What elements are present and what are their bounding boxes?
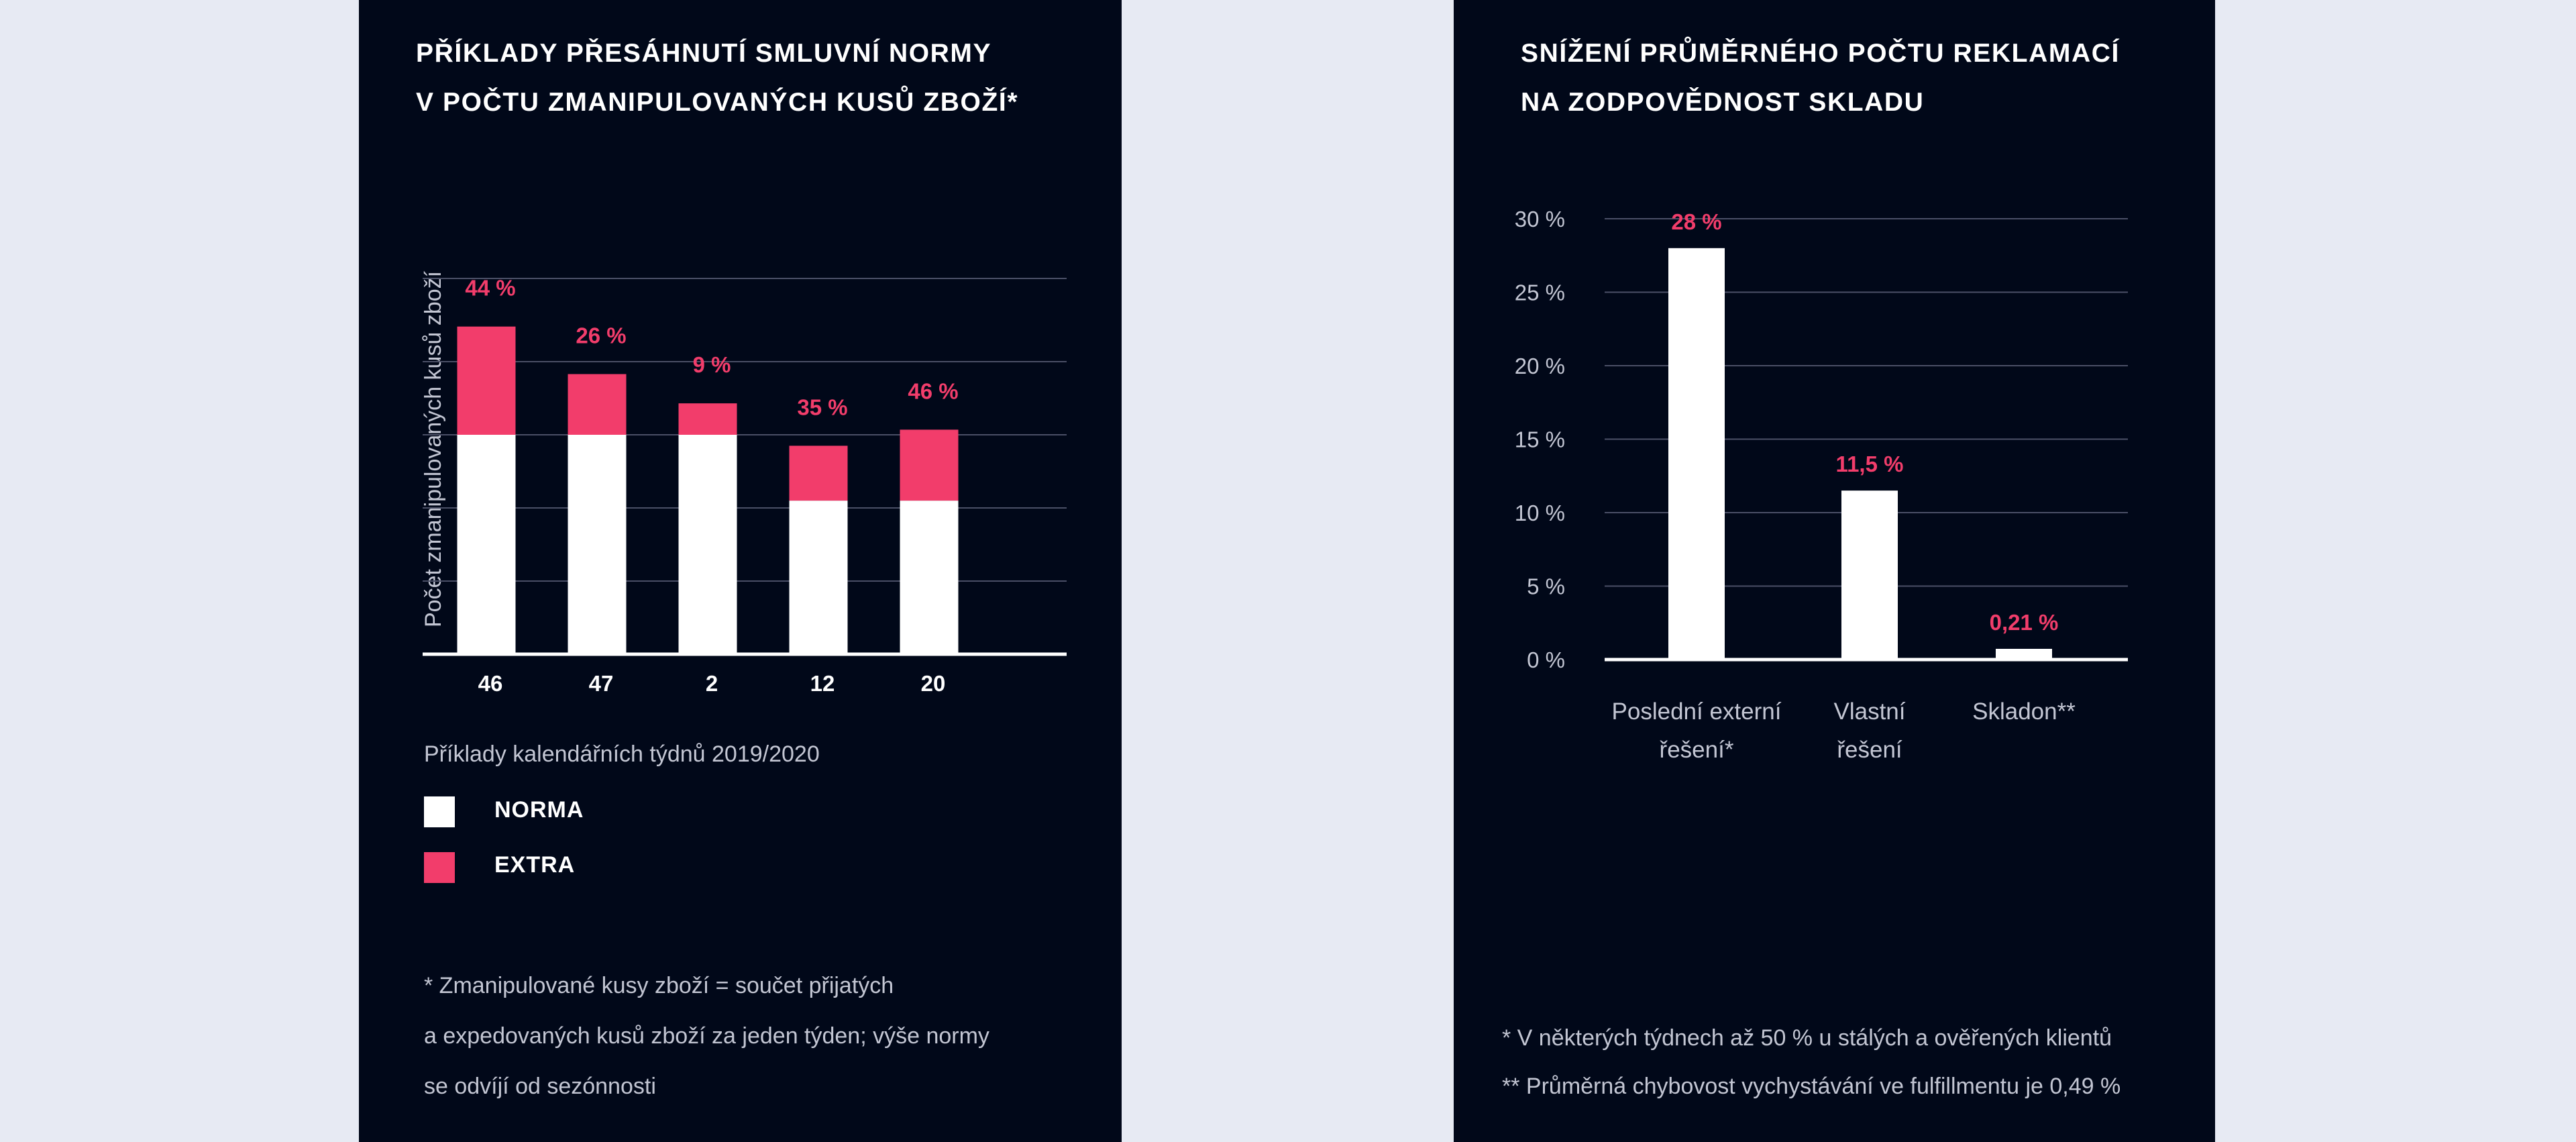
bar-chart: SNÍŽENÍ PRŮMĚRNÉHO POČTU REKLAMACÍ NA ZO… — [1502, 36, 2128, 1099]
x-tick-label: 47 — [589, 671, 614, 696]
y-tick-label: 15 % — [1515, 427, 1565, 452]
left-chart-panel: PŘÍKLADY PŘESÁHNUTÍ SMLUVNÍ NORMY V POČT… — [359, 0, 1122, 1142]
y-axis-title: Počet zmanipulovaných kusů zboží — [421, 270, 446, 627]
bar-extra-week-47 — [568, 374, 627, 435]
category-label: řešení* — [1660, 737, 1734, 763]
bar — [1996, 649, 2052, 660]
legend-label-norma: NORMA — [494, 797, 584, 823]
right-chart-panel: SNÍŽENÍ PRŮMĚRNÉHO POČTU REKLAMACÍ NA ZO… — [1454, 0, 2215, 1142]
legend-swatch-norma — [424, 796, 455, 827]
y-tick-label: 20 % — [1515, 354, 1565, 378]
x-tick-label: 2 — [706, 671, 718, 696]
chart-title-line-1: PŘÍKLADY PŘESÁHNUTÍ SMLUVNÍ NORMY — [416, 38, 991, 68]
chart-title-line-2: NA ZODPOVĚDNOST SKLADU — [1521, 87, 1924, 117]
chart-title-line-1: SNÍŽENÍ PRŮMĚRNÉHO POČTU REKLAMACÍ — [1521, 36, 2120, 68]
data-label: 9 % — [693, 352, 731, 377]
y-tick-label: 10 % — [1515, 501, 1565, 525]
y-tick-label: 30 % — [1515, 207, 1565, 231]
bar-extra-week-20 — [900, 429, 959, 501]
bar-extra-week-2 — [678, 403, 737, 435]
y-tick-label: 0 % — [1527, 647, 1565, 672]
bar-norma-week-20 — [900, 501, 959, 654]
bar-norma-week-47 — [568, 435, 627, 654]
data-label: 11,5 % — [1836, 452, 1904, 476]
chart-title-line-2: V POČTU ZMANIPULOVANÝCH KUSŮ ZBOŽÍ* — [416, 85, 1018, 117]
x-axis-title: Příklady kalendářních týdnů 2019/2020 — [424, 741, 820, 767]
data-label: 0,21 % — [1990, 610, 2059, 635]
y-tick-label: 25 % — [1515, 280, 1565, 305]
legend-label-extra: EXTRA — [494, 852, 575, 878]
data-label: 26 % — [576, 323, 626, 348]
x-tick-label: 20 — [921, 671, 946, 696]
data-label: 28 % — [1671, 209, 1721, 234]
footnote-line-2: ** Průměrná chybovost vychystávání ve fu… — [1502, 1074, 2121, 1099]
x-tick-label: 46 — [478, 671, 503, 696]
bar-norma-week-46 — [457, 435, 516, 654]
category-label: řešení — [1837, 737, 1902, 763]
bar-norma-week-12 — [789, 501, 848, 654]
footnote-line-2: a expedovaných kusů zboží za jeden týden… — [424, 1023, 989, 1049]
legend-swatch-extra — [424, 852, 455, 883]
data-label: 46 % — [908, 378, 958, 403]
footnote-line-1: * Zmanipulované kusy zboží = součet přij… — [424, 973, 894, 998]
footnote-line-3: se odvíjí od sezónnosti — [424, 1074, 656, 1099]
bar — [1841, 490, 1898, 660]
y-tick-label: 5 % — [1527, 574, 1565, 599]
bar-extra-week-12 — [789, 446, 848, 501]
bar-extra-week-46 — [457, 326, 516, 435]
x-tick-label: 12 — [810, 671, 835, 696]
footnote-line-1: * V některých týdnech až 50 % u stálých … — [1502, 1025, 2112, 1051]
data-label: 35 % — [797, 395, 847, 419]
category-label: Vlastní — [1834, 698, 1906, 725]
category-label: Skladon** — [1972, 698, 2076, 725]
bar — [1668, 248, 1725, 660]
data-label: 44 % — [465, 276, 515, 301]
category-label: Poslední externí — [1612, 698, 1782, 725]
bar-norma-week-2 — [678, 435, 737, 654]
stacked-bar-chart: PŘÍKLADY PŘESÁHNUTÍ SMLUVNÍ NORMY V POČT… — [416, 38, 1067, 1099]
